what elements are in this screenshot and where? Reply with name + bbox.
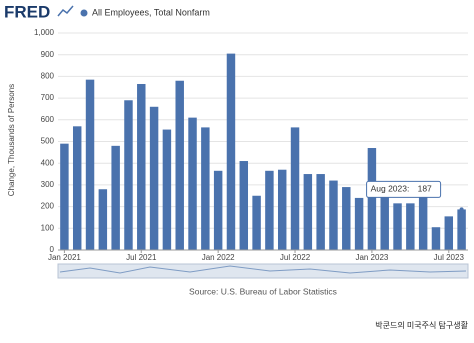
bar [85, 79, 95, 250]
bar [393, 203, 402, 250]
y-tick-label: 900 [41, 50, 55, 59]
bar [124, 100, 133, 251]
tooltip-marker [459, 207, 464, 212]
y-tick-label: 400 [41, 158, 55, 167]
bar [213, 170, 223, 250]
y-tick-label: 800 [41, 72, 55, 81]
bar [188, 117, 197, 250]
bar [201, 127, 210, 250]
watermark: 박쿤드의 미국주식 탐구생활 [375, 320, 468, 330]
bar [354, 197, 364, 250]
y-axis-label: Change, Thousands of Persons [7, 84, 16, 196]
x-tick-label: Jul 2023 [434, 253, 465, 262]
tooltip-box [366, 180, 442, 198]
tooltip-label: Aug 2023: [371, 184, 410, 194]
bar [316, 174, 325, 250]
bar [162, 129, 172, 250]
y-tick-label: 200 [41, 202, 55, 211]
bar [329, 180, 338, 250]
bar [149, 106, 159, 250]
bar [111, 145, 120, 250]
bar [226, 53, 236, 250]
bar [457, 209, 466, 250]
bar [72, 126, 82, 250]
x-tick-label: Jan 2022 [202, 253, 235, 262]
bar [444, 216, 454, 250]
bar [265, 170, 274, 250]
tooltip: Aug 2023: 187 [366, 180, 464, 212]
legend-marker [80, 9, 88, 17]
bar [60, 143, 69, 250]
bar [98, 189, 108, 250]
y-tick-label: 300 [41, 180, 55, 189]
bar [303, 174, 313, 250]
x-tick-label: Jul 2022 [280, 253, 311, 262]
x-tick-label: Jan 2021 [48, 253, 81, 262]
bar [137, 83, 146, 251]
x-tick-label: Jan 2023 [355, 253, 388, 262]
bar [380, 195, 389, 250]
range-slider[interactable] [57, 263, 469, 279]
bar [431, 227, 441, 250]
bar [290, 127, 300, 250]
bar [406, 203, 415, 250]
bar [367, 148, 377, 250]
y-tick-label: 500 [41, 137, 55, 146]
legend-label[interactable]: All Employees, Total Nonfarm [92, 7, 210, 17]
range-slider-line [59, 265, 467, 274]
tooltip-value: 187 [418, 184, 432, 194]
bar [175, 80, 184, 251]
bar [342, 187, 351, 250]
bar [277, 169, 287, 250]
y-tick-label: 100 [41, 223, 55, 232]
y-tick-label: 1,000 [34, 28, 55, 37]
y-tick-label: 600 [41, 115, 55, 124]
logo-icon [57, 5, 74, 17]
y-tick-label: 0 [50, 245, 55, 254]
bar [252, 195, 261, 250]
bar [239, 161, 249, 250]
bar [418, 189, 428, 250]
y-tick-label: 700 [41, 93, 55, 102]
logo: FRED [4, 2, 50, 21]
x-tick-label: Jul 2021 [126, 253, 157, 262]
source-note: Source: U.S. Bureau of Labor Statistics [189, 286, 337, 296]
